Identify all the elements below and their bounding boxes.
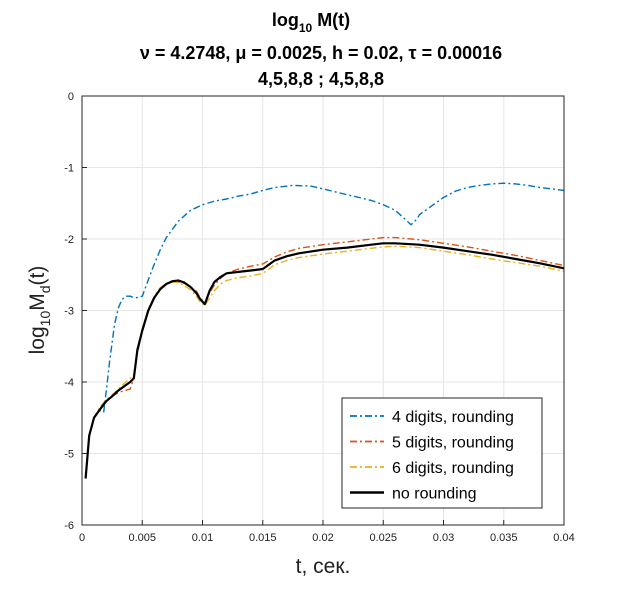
legend-label: 4 digits, rounding <box>392 409 514 426</box>
y-axis-label-sub2: d <box>37 285 53 293</box>
x-tick-label: 0.025 <box>369 532 397 544</box>
x-axis-label: t, сек. <box>296 555 351 578</box>
y-axis-label-rest: (t) <box>26 266 49 286</box>
x-tick-label: 0 <box>79 532 85 544</box>
legend-label: 6 digits, rounding <box>392 460 514 477</box>
x-tick-label: 0.03 <box>433 532 454 544</box>
chart-title-log: log <box>272 10 299 30</box>
y-tick-label: -6 <box>64 520 74 532</box>
ticks: 0 0.005 0.01 0.015 0.02 0.025 0.03 0.035 0.04 0 -1… <box>64 91 574 544</box>
y-tick-label: -3 <box>64 306 74 318</box>
y-tick-label: -2 <box>64 234 74 246</box>
chart-title-subscript: 10 <box>299 21 313 35</box>
y-axis-label-log: log <box>26 326 49 354</box>
y-tick-label: -4 <box>64 377 74 389</box>
chart-title-line3: 4,5,8,8 ; 4,5,8,8 <box>258 69 384 89</box>
y-tick-label: -5 <box>64 449 74 461</box>
legend-label: 5 digits, rounding <box>392 435 514 452</box>
legend: 4 digits, rounding 5 digits, rounding 6 di… <box>341 397 543 509</box>
series-line-4-digits-rounding <box>84 182 565 479</box>
x-tick-label: 0.01 <box>192 532 213 544</box>
x-tick-label: 0.02 <box>312 532 333 544</box>
chart-title-line2: ν = 4.2748, μ = 0.0025, h = 0.02, τ = 0.… <box>140 43 502 63</box>
x-tick-label: 0.04 <box>553 532 574 544</box>
x-tick-label: 0.005 <box>128 532 156 544</box>
legend-label: no rounding <box>392 486 477 503</box>
series-line-6-digits-rounding <box>84 245 565 479</box>
chart-title-rest: M(t) <box>312 10 350 30</box>
chart-title-line1: log10 M(t) <box>272 10 350 35</box>
series-layer <box>84 182 565 479</box>
x-tick-label: 0.015 <box>249 532 277 544</box>
x-tick-label: 0.035 <box>490 532 518 544</box>
y-axis-label-sub1: 10 <box>37 311 53 327</box>
series-line-no-rounding <box>84 242 565 479</box>
y-tick-label: -1 <box>64 163 74 175</box>
y-tick-label: 0 <box>68 91 74 103</box>
y-axis-label-m: M <box>26 293 49 311</box>
y-axis-label: log10Md(t) <box>26 266 53 355</box>
